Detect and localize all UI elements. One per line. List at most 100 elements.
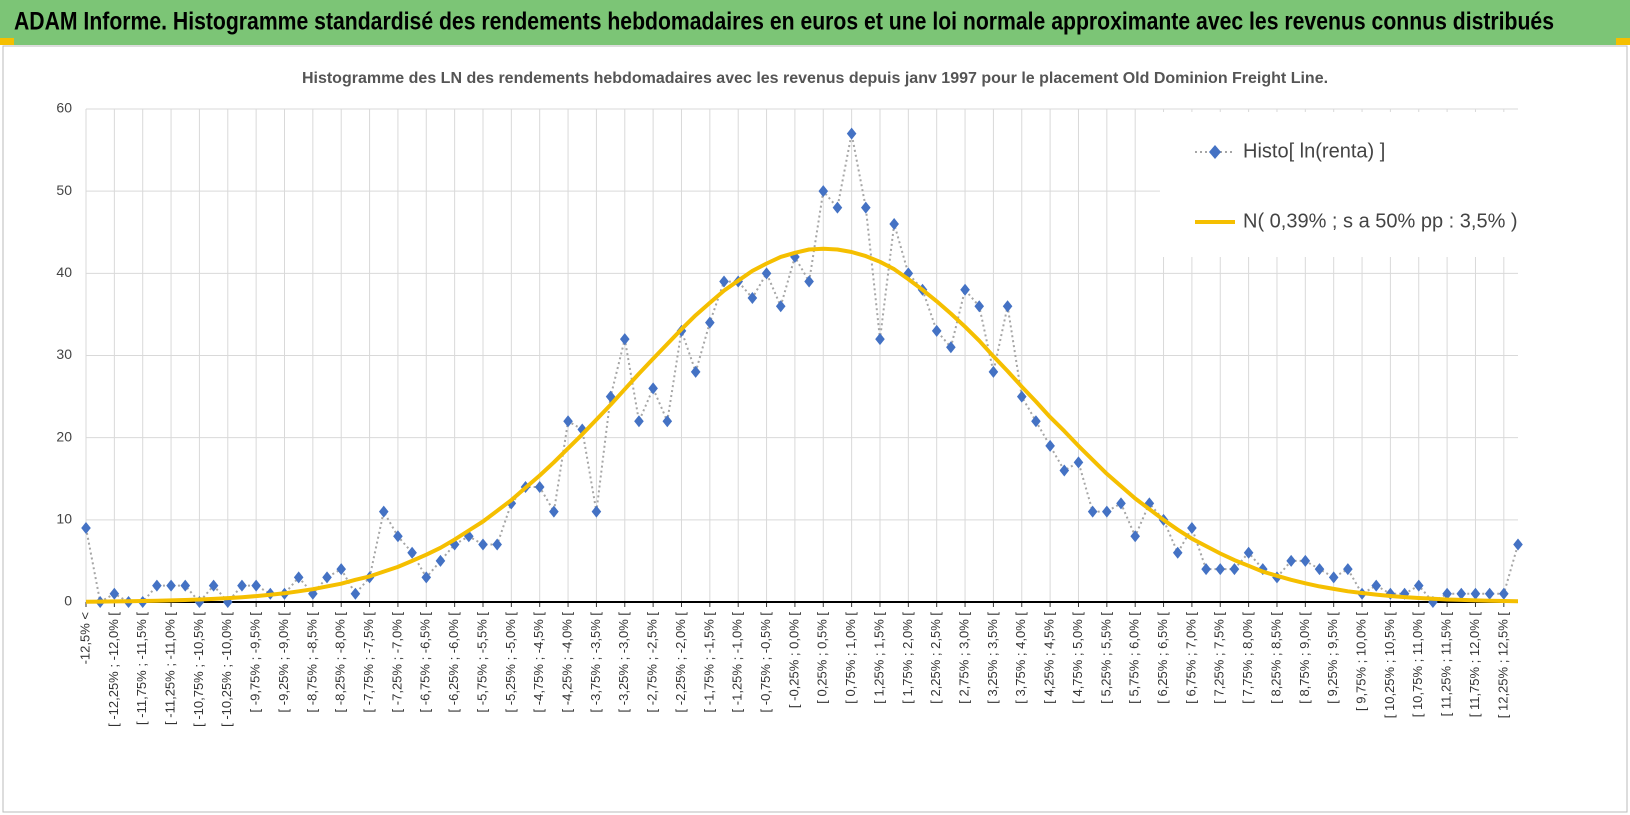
y-tick-label: 60 (56, 100, 72, 116)
diamond-marker (208, 579, 219, 592)
x-tick-label: [ -6,25% ; -6,0% [ (446, 612, 461, 713)
diamond-marker (662, 415, 673, 428)
x-tick-label: [ 6,75% ; 7,0% [ (1183, 612, 1198, 704)
page-title: ADAM Informe. Histogramme standardisé de… (14, 8, 1554, 36)
diamond-marker (1470, 587, 1481, 600)
diamond-marker (619, 333, 630, 346)
chart-border (2, 45, 1628, 813)
y-tick-label: 20 (56, 428, 72, 444)
diamond-marker (1002, 300, 1013, 313)
diamond-marker (478, 538, 488, 551)
diamond-marker (1130, 530, 1140, 543)
diamond-marker (974, 300, 985, 313)
diamond-marker (407, 546, 417, 559)
diamond-marker (1031, 415, 1041, 428)
diamond-marker (350, 587, 361, 600)
diamond-marker (818, 185, 829, 198)
diamond-marker (1499, 587, 1509, 600)
x-tick-label: [ 11,75% ; 12,0% [ (1467, 612, 1482, 718)
legend-box (1160, 112, 1518, 257)
x-tick-label: [ -5,25% ; -5,0% [ (503, 612, 518, 713)
diamond-marker (1314, 563, 1325, 576)
diamond-marker (1413, 579, 1424, 592)
diamond-marker (719, 275, 729, 288)
chart-subtitle: Histogramme des LN des rendements hebdom… (302, 70, 1328, 87)
diamond-marker (464, 530, 474, 543)
x-tick-label: [ 3,75% ; 4,0% [ (1013, 612, 1028, 704)
diamond-marker (634, 415, 644, 428)
x-tick-label: [ 4,75% ; 5,0% [ (1070, 612, 1085, 704)
diamond-marker (1215, 563, 1226, 576)
diamond-marker (166, 579, 176, 592)
diamond-marker (1059, 464, 1070, 477)
x-tick-label: [ 2,25% ; 2,5% [ (928, 612, 943, 704)
x-tick-label: -12,5% < (77, 612, 92, 664)
x-tick-label: [ -7,25% ; -7,0% [ (389, 612, 404, 713)
diamond-marker (322, 571, 332, 584)
diamond-marker (747, 291, 758, 304)
diamond-marker (1087, 505, 1098, 518)
diamond-marker (1201, 563, 1211, 576)
diamond-marker (1102, 505, 1112, 518)
diamond-marker (1229, 563, 1240, 576)
x-tick-label: [ 7,75% ; 8,0% [ (1240, 612, 1255, 704)
x-tick-label: [ -10,25% ; -10,0% [ (219, 612, 234, 727)
diamond-marker (293, 571, 304, 584)
diamond-marker (648, 382, 658, 395)
x-tick-label: [ 0,75% ; 1,0% [ (843, 612, 858, 704)
y-tick-label: 40 (56, 264, 72, 280)
x-tick-label: [ -8,75% ; -8,5% [ (304, 612, 319, 713)
diamond-marker (1172, 546, 1183, 559)
x-tick-label: [ -3,25% ; -3,0% [ (616, 612, 631, 713)
legend-marker (1209, 145, 1221, 159)
diamond-marker (237, 579, 247, 592)
x-tick-label: [ 4,25% ; 4,5% [ (1042, 612, 1057, 704)
diamond-marker (152, 579, 162, 592)
legend-label: Histo[ ln(renta) ] (1243, 140, 1385, 162)
x-tick-label: [ -7,75% ; -7,5% [ (361, 612, 376, 713)
diamond-marker (1243, 546, 1254, 559)
y-tick-label: 10 (56, 511, 72, 527)
diamond-marker (960, 283, 970, 296)
x-tick-label: [ -2,25% ; -2,0% [ (673, 612, 688, 713)
diamond-marker (1045, 439, 1055, 452)
legend-label: N( 0,39% ; s a 50% pp : 3,5% ) (1243, 210, 1518, 232)
x-tick-label: [ 8,75% ; 9,0% [ (1297, 612, 1312, 704)
diamond-marker (1484, 587, 1495, 600)
diamond-marker (1116, 497, 1126, 510)
diamond-marker (1442, 587, 1452, 600)
x-tick-label: [ 11,25% ; 11,5% [ (1439, 612, 1454, 717)
x-tick-label: [ 2,75% ; 3,0% [ (956, 612, 971, 704)
diamond-marker (889, 218, 899, 231)
x-tick-label: [ -0,75% ; -0,5% [ (758, 612, 773, 713)
x-tick-label: [ 9,75% ; 10,0% [ (1353, 612, 1368, 711)
diamond-marker (1300, 554, 1311, 567)
x-tick-label: [ -11,75% ; -11,5% [ (134, 612, 149, 725)
x-tick-label: [ -9,75% ; -9,5% [ (248, 612, 263, 713)
x-tick-label: [ 9,25% ; 9,5% [ (1325, 612, 1340, 704)
x-tick-label: [ -10,75% ; -10,5% [ (191, 612, 206, 727)
diamond-marker (378, 505, 389, 518)
x-tick-label: [ -5,75% ; -5,5% [ (474, 612, 489, 713)
x-tick-label: [ -0,25% ; 0,0% [ (786, 612, 801, 708)
x-tick-label: [ 3,25% ; 3,5% [ (985, 612, 1000, 704)
diamond-marker (81, 522, 91, 535)
diamond-marker (1328, 571, 1339, 584)
diamond-marker (988, 365, 999, 378)
x-tick-label: [ 6,25% ; 6,5% [ (1155, 612, 1170, 704)
diamond-marker (1016, 390, 1027, 403)
diamond-marker (761, 267, 772, 280)
diamond-marker (549, 505, 559, 518)
diamond-marker (1187, 522, 1197, 535)
diamond-marker (861, 201, 871, 214)
x-tick-label: [ 7,25% ; 7,5% [ (1212, 612, 1227, 704)
diamond-marker (790, 250, 800, 263)
y-tick-label: 0 (64, 593, 72, 609)
x-tick-label: [ -9,25% ; -9,0% [ (276, 612, 291, 713)
header-corner (1616, 38, 1630, 45)
y-tick-label: 50 (56, 182, 72, 198)
diamond-marker (393, 530, 403, 543)
x-tick-label: [ -4,25% ; -4,0% [ (559, 612, 574, 713)
diamond-marker (832, 201, 843, 214)
